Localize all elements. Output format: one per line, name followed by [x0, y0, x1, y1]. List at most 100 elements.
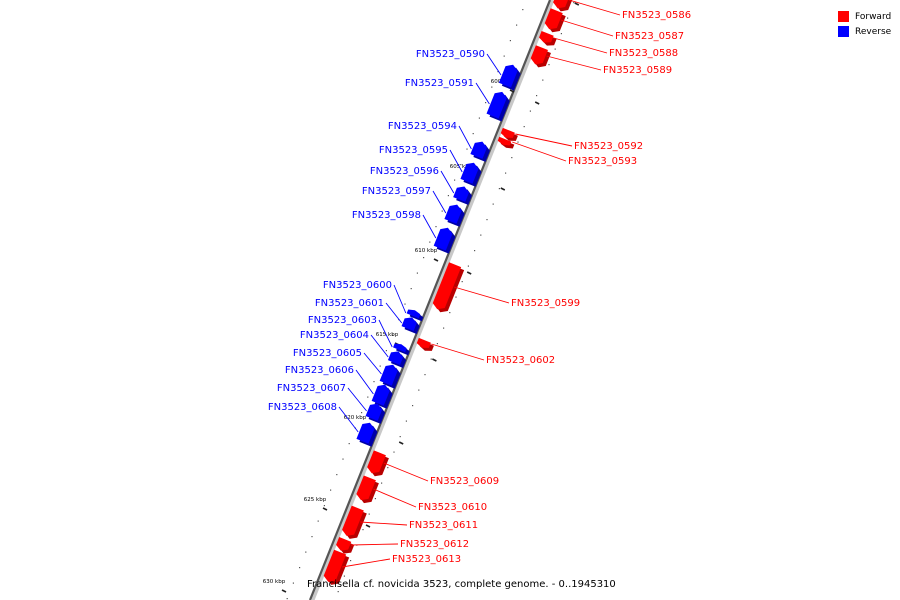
gene-label: FN3523_0595	[379, 145, 448, 156]
minor-tick	[368, 513, 370, 515]
gene-label: FN3523_0611	[409, 520, 478, 531]
gene-features: FN3523_0586 FN3523_0587 FN3523_0588 FN3523_…	[268, 0, 691, 585]
gene-leader-line	[378, 319, 393, 348]
minor-tick	[474, 250, 476, 252]
minor-tick	[523, 126, 525, 128]
minor-tick	[491, 86, 493, 88]
gene-label: FN3523_0590	[416, 49, 485, 60]
minor-tick	[516, 24, 518, 26]
minor-tick	[317, 520, 319, 522]
minor-tick	[454, 179, 456, 181]
major-tick-mark	[500, 187, 506, 191]
scale-label: 605 kbp	[450, 164, 473, 170]
gene-arrow	[401, 317, 417, 331]
gene-leader-line	[568, 0, 621, 16]
gene-leader-line	[350, 543, 399, 546]
gene-label: FN3523_0609	[430, 476, 499, 487]
gene-arrow	[356, 475, 376, 501]
gene-label: FN3523_0591	[405, 78, 474, 89]
gene-leader-line	[422, 214, 437, 239]
gene-label: FN3523_0596	[370, 166, 439, 177]
gene-leader-line	[370, 334, 389, 358]
gene-label: FN3523_0602	[486, 355, 555, 366]
minor-tick	[461, 281, 463, 283]
gene-leader-line	[486, 53, 502, 76]
gene-FN3523_0591: FN3523_0591	[405, 78, 510, 122]
gene-arrow	[433, 227, 453, 251]
scale-label: 625 kbp	[304, 497, 327, 503]
gene-FN3523_0586: FN3523_0586	[553, 0, 691, 21]
minor-tick	[423, 257, 425, 259]
gene-FN3523_0601: FN3523_0601	[315, 298, 420, 334]
legend-reverse: Reverse	[838, 24, 891, 39]
minor-tick	[373, 381, 375, 383]
major-tick-mark	[365, 524, 371, 528]
scale-tick-mark	[322, 507, 328, 511]
minor-tick	[405, 420, 407, 422]
gene-arrow	[553, 0, 569, 9]
minor-tick	[330, 489, 332, 491]
gene-leader-line	[347, 387, 367, 412]
scale-label: 610 kbp	[415, 248, 438, 254]
minor-tick	[436, 343, 438, 345]
minor-tick	[412, 405, 414, 407]
gene-FN3523_0589: FN3523_0589	[530, 45, 672, 76]
minor-tick	[429, 241, 431, 243]
minor-tick	[542, 79, 544, 81]
scale-tick-mark	[281, 589, 287, 593]
minor-tick	[480, 234, 482, 236]
gene-label: FN3523_0587	[615, 31, 684, 42]
gene-FN3523_0588: FN3523_0588	[539, 30, 678, 59]
gene-arrow	[416, 337, 431, 348]
gene-label: FN3523_0589	[603, 65, 672, 76]
gene-leader-line	[385, 302, 403, 324]
scale-tick-mark	[433, 258, 439, 262]
minor-tick	[505, 172, 507, 174]
genome-caption: Francisella cf. novicida 3523, complete …	[307, 579, 616, 590]
minor-tick	[342, 458, 344, 460]
gene-FN3523_0604: FN3523_0604	[300, 330, 407, 368]
gene-leader-line	[360, 521, 408, 526]
minor-tick	[511, 157, 513, 159]
gene-arrow	[460, 162, 479, 184]
gene-leader-line	[432, 190, 447, 214]
minor-tick	[350, 560, 352, 562]
gene-FN3523_0590: FN3523_0590	[416, 49, 521, 91]
gene-arrow	[544, 8, 563, 30]
minor-tick	[323, 505, 325, 507]
minor-tick	[443, 327, 445, 329]
minor-tick	[447, 195, 449, 197]
gene-label: FN3523_0603	[308, 315, 377, 326]
gene-arrow	[432, 262, 462, 310]
minor-tick	[385, 350, 387, 352]
gene-arrow	[342, 505, 364, 536]
gene-leader-line	[553, 37, 608, 54]
gene-label: FN3523_0586	[622, 10, 691, 21]
minor-tick	[387, 467, 389, 469]
minor-tick	[478, 117, 480, 119]
minor-tick	[455, 296, 457, 298]
major-tick-mark	[398, 441, 404, 445]
minor-tick	[517, 141, 519, 143]
gene-arrow	[470, 141, 487, 159]
minor-tick	[393, 451, 395, 453]
gene-FN3523_0602: FN3523_0602	[416, 337, 555, 366]
gene-FN3523_0609: FN3523_0609	[367, 450, 499, 487]
gene-FN3523_0598: FN3523_0598	[352, 210, 456, 254]
gene-FN3523_0592: FN3523_0592	[500, 127, 643, 152]
minor-tick	[485, 102, 487, 104]
gene-label: FN3523_0600	[323, 280, 392, 291]
gene-arrow	[539, 30, 554, 43]
gene-arrow	[367, 450, 386, 474]
gene-leader-line	[393, 284, 407, 314]
gene-label: FN3523_0613	[392, 554, 461, 565]
gene-label: FN3523_0612	[400, 539, 469, 550]
gene-leader-line	[363, 352, 382, 375]
gene-label: FN3523_0604	[300, 330, 369, 341]
minor-tick	[361, 412, 363, 414]
minor-tick	[418, 389, 420, 391]
gene-arrow	[530, 45, 548, 65]
gene-label: FN3523_0597	[362, 186, 431, 197]
minor-tick	[529, 110, 531, 112]
